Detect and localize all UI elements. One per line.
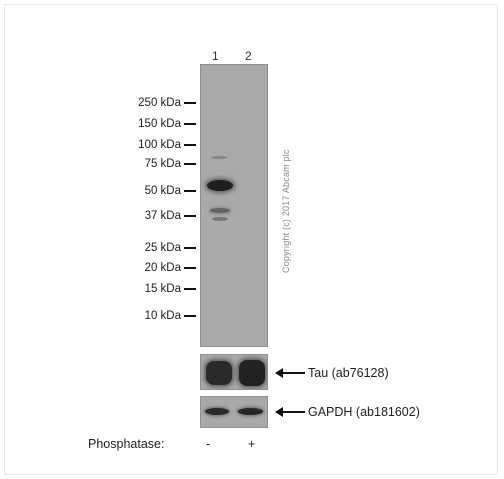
marker-150: 150 kDa — [5, 118, 199, 130]
band-gapdh-lane1 — [205, 408, 229, 415]
marker-25: 25 kDa — [5, 242, 199, 254]
phosphatase-label: Phosphatase: — [88, 437, 165, 451]
lane-label-2: 2 — [245, 49, 252, 63]
band-lane1-38kda — [212, 217, 228, 221]
marker-tick — [184, 247, 196, 249]
arrow-head-icon — [275, 368, 283, 378]
marker-15: 15 kDa — [5, 283, 199, 295]
marker-tick — [184, 190, 196, 192]
marker-label: 50 kDa — [144, 185, 181, 197]
band-lane1-55kda — [207, 180, 233, 191]
band-tau-lane1 — [206, 361, 232, 385]
marker-37: 37 kDa — [5, 210, 199, 222]
marker-100: 100 kDa — [5, 139, 199, 151]
marker-tick — [184, 163, 196, 165]
marker-label: 100 kDa — [138, 139, 181, 151]
arrow-head-icon — [275, 407, 283, 417]
marker-tick — [184, 123, 196, 125]
marker-tick — [184, 267, 196, 269]
marker-tick — [184, 102, 196, 104]
band-gapdh-lane2 — [238, 408, 263, 415]
marker-tick — [184, 144, 196, 146]
marker-label: 37 kDa — [144, 210, 181, 222]
lane-label-1: 1 — [212, 49, 219, 63]
marker-label: 250 kDa — [138, 97, 181, 109]
gapdh-arrow — [275, 405, 305, 419]
gapdh-label: GAPDH (ab181602) — [308, 405, 420, 419]
marker-75: 75 kDa — [5, 158, 199, 170]
band-lane1-faint-75kda — [211, 156, 227, 159]
marker-label: 15 kDa — [144, 283, 181, 295]
marker-tick — [184, 215, 196, 217]
tau-blot-strip — [200, 354, 268, 390]
marker-tick — [184, 315, 196, 317]
marker-label: 25 kDa — [144, 242, 181, 254]
western-blot-main — [200, 64, 268, 347]
phosphatase-lane1-sign: - — [206, 437, 211, 451]
band-tau-lane2 — [239, 360, 265, 386]
marker-20: 20 kDa — [5, 262, 199, 274]
marker-10: 10 kDa — [5, 310, 199, 322]
arrow-shaft — [281, 411, 305, 413]
figure-frame: 1 2 250 kDa 150 kDa 100 kDa 75 kDa 50 kD… — [4, 4, 498, 475]
tau-arrow — [275, 366, 305, 380]
tau-label: Tau (ab76128) — [308, 366, 389, 380]
arrow-shaft — [281, 372, 305, 374]
marker-label: 75 kDa — [144, 158, 181, 170]
marker-label: 20 kDa — [144, 262, 181, 274]
marker-label: 150 kDa — [138, 118, 181, 130]
gapdh-blot-strip — [200, 396, 268, 428]
marker-50: 50 kDa — [5, 185, 199, 197]
phosphatase-lane2-sign: + — [248, 437, 256, 451]
marker-label: 10 kDa — [144, 310, 181, 322]
marker-tick — [184, 288, 196, 290]
copyright-watermark: Copyright (c) 2017 Abcam plc — [281, 149, 291, 273]
band-lane1-40kda — [210, 208, 230, 213]
marker-250: 250 kDa — [5, 97, 199, 109]
